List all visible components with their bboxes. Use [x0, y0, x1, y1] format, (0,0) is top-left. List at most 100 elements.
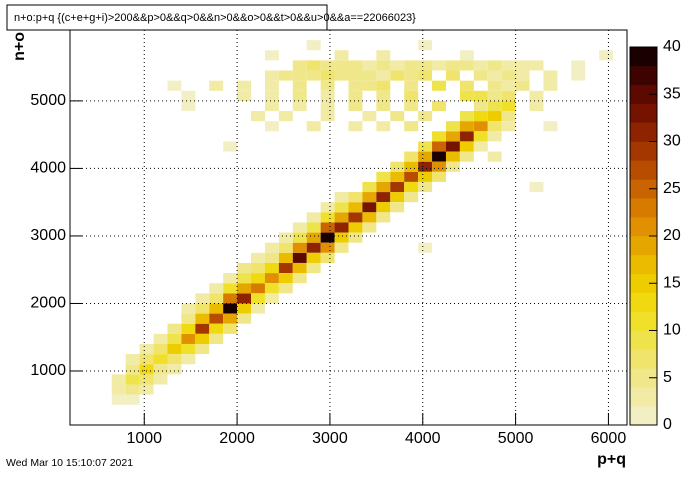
- heatmap-cell: [264, 50, 279, 61]
- heatmap-cell: [264, 273, 279, 284]
- heatmap-cell: [264, 90, 279, 101]
- heatmap-cell: [404, 192, 419, 203]
- heatmap-cell: [418, 60, 433, 71]
- heatmap-cell: [306, 242, 321, 253]
- heatmap-cell: [237, 283, 252, 294]
- heatmap-cell: [264, 242, 279, 253]
- heatmap-cell: [473, 100, 488, 112]
- heatmap-cell: [320, 111, 335, 122]
- heatmap-cell: [487, 131, 502, 142]
- chart-title: n+o:p+q {(c+e+g+i)>200&&p>0&&q>0&&n>0&&o…: [14, 12, 416, 24]
- heatmap-cell: [404, 80, 419, 91]
- heatmap-cell: [445, 121, 460, 132]
- z-tick-label: 15: [663, 274, 681, 291]
- heatmap-cell: [223, 273, 238, 284]
- heatmap-cell: [432, 80, 446, 91]
- heatmap-cell: [237, 273, 252, 284]
- heatmap-cell: [501, 70, 516, 81]
- heatmap-cell: [376, 212, 391, 223]
- heatmap-cell: [404, 100, 419, 112]
- heatmap-cell: [376, 121, 391, 132]
- heatmap-cell: [404, 151, 419, 162]
- heatmap-cell: [181, 343, 196, 355]
- heatmap-cell: [376, 60, 391, 71]
- heatmap-cell: [334, 192, 349, 203]
- heatmap-cell: [139, 374, 154, 385]
- heatmap-cell: [153, 343, 168, 355]
- heatmap-cell: [125, 374, 140, 385]
- heatmap-cell: [223, 313, 238, 324]
- heatmap-cell: [334, 242, 349, 253]
- heatmap-cell: [390, 161, 405, 172]
- heatmap-cell: [473, 141, 488, 152]
- heatmap-cell: [348, 121, 363, 132]
- heatmap-cell: [348, 222, 363, 233]
- heatmap-cell: [418, 242, 433, 253]
- heatmap-cell: [306, 262, 321, 274]
- color-bar-swatch: [630, 406, 657, 426]
- heatmap-cell: [571, 70, 586, 81]
- heatmap-cell: [195, 333, 210, 344]
- timestamp: Wed Mar 10 15:10:07 2021: [6, 457, 133, 469]
- heatmap-cell: [418, 171, 433, 182]
- z-tick-label: 30: [663, 133, 681, 150]
- heatmap-cell: [292, 222, 307, 233]
- heatmap-cell: [223, 141, 238, 152]
- heatmap-cell: [306, 60, 321, 71]
- heatmap-cell: [348, 80, 363, 91]
- heatmap-cell: [278, 283, 293, 294]
- heatmap-cell: [181, 303, 196, 314]
- heatmap-cell: [473, 121, 488, 132]
- color-bar-swatch: [630, 217, 657, 237]
- y-tick-label: 1000: [30, 362, 66, 379]
- heatmap-cell: [278, 70, 293, 81]
- heatmap-cell: [376, 80, 391, 91]
- heatmap-cell: [251, 273, 265, 284]
- heatmap-cell: [487, 121, 502, 132]
- color-bar-swatch: [630, 179, 657, 199]
- heatmap-cell: [195, 313, 210, 324]
- heatmap-cell: [473, 70, 488, 81]
- heatmap-cell: [251, 252, 265, 263]
- heatmap-cell: [251, 293, 265, 304]
- heatmap-cell: [195, 343, 210, 355]
- heatmap-cell: [320, 70, 335, 81]
- heatmap-cell: [264, 262, 279, 274]
- heatmap-cell: [278, 262, 293, 274]
- color-bar-swatch: [630, 47, 657, 67]
- heatmap-cell: [487, 151, 502, 162]
- heatmap-cell: [237, 80, 252, 91]
- heatmap-cell: [167, 364, 182, 375]
- heatmap-cell: [209, 80, 224, 91]
- heatmap-cell: [264, 80, 279, 91]
- heatmap-cell: [362, 192, 377, 203]
- heatmap-cell: [251, 262, 265, 274]
- heatmap-cell: [473, 90, 488, 101]
- heatmap-cell: [487, 111, 502, 122]
- heatmap-cell: [404, 181, 419, 193]
- heatmap-cell: [334, 60, 349, 71]
- z-tick-label: 0: [663, 416, 672, 433]
- heatmap-cell: [445, 60, 460, 71]
- heatmap-cell: [515, 60, 530, 71]
- heatmap-cell: [125, 354, 140, 365]
- heatmap-cell: [390, 192, 405, 203]
- heatmap-cell: [181, 354, 196, 365]
- heatmap-cell: [487, 80, 502, 91]
- heatmap-cell: [209, 313, 224, 324]
- color-bar-swatch: [630, 311, 657, 331]
- heatmap-cell: [251, 303, 265, 314]
- heatmap-cell: [418, 141, 433, 152]
- heatmap-cell: [515, 80, 530, 91]
- heatmap-cell: [529, 60, 544, 71]
- heatmap-cell: [306, 70, 321, 81]
- heatmap-cell: [459, 151, 474, 162]
- heatmap-cell: [292, 262, 307, 274]
- heatmap-cell: [237, 262, 252, 274]
- heatmap-cell: [390, 181, 405, 193]
- heatmap-cell: [418, 161, 433, 172]
- z-tick-label: 25: [663, 180, 681, 197]
- heatmap-cell: [209, 303, 224, 314]
- x-axis-label: p+q: [597, 451, 626, 468]
